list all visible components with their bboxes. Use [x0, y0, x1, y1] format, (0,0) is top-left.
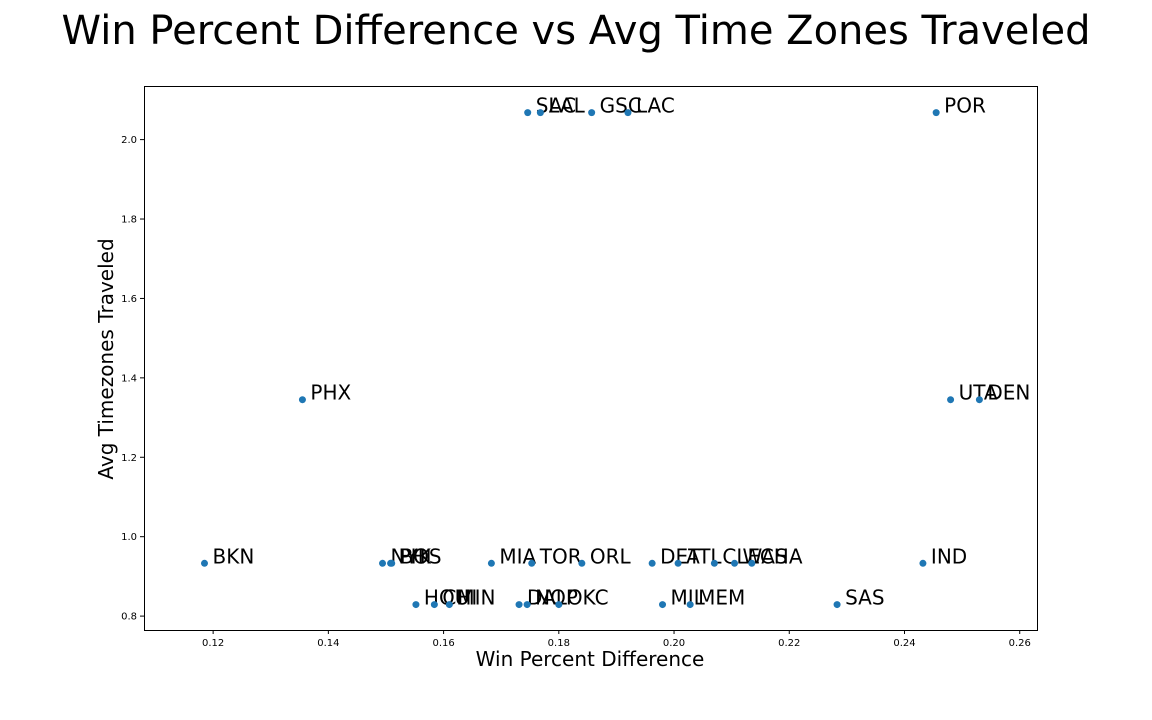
y-tick-label: 1.6: [121, 294, 137, 305]
point-label: POR: [944, 94, 986, 118]
point-label: DEN: [987, 381, 1030, 405]
data-point: [731, 559, 739, 567]
plot-area-frame: [144, 86, 1038, 631]
point-label: CHA: [760, 544, 803, 568]
point-label: LAL: [548, 94, 585, 118]
data-point: [919, 559, 927, 567]
point-label: MIN: [457, 586, 495, 610]
x-tick-label: 0.14: [317, 638, 339, 649]
data-point: [298, 396, 306, 404]
data-point: [932, 109, 940, 117]
data-points: BKNPHXNYKPHIBOSHOUCHIMINMIADALNOPSACTORL…: [200, 94, 1030, 610]
point-label: PHX: [310, 381, 351, 405]
data-point: [412, 601, 420, 609]
point-label: BKN: [212, 544, 254, 568]
data-point: [833, 601, 841, 609]
y-tick-label: 1.2: [121, 453, 137, 464]
point-label: MEM: [698, 586, 745, 610]
point-label: LAC: [636, 94, 675, 118]
y-tick-label: 1.8: [121, 215, 137, 226]
point-label: PHI: [399, 544, 432, 568]
data-point: [528, 559, 536, 567]
data-point: [523, 601, 531, 609]
point-label: GSC: [600, 94, 642, 118]
point-label: TOR: [539, 544, 582, 568]
point-label: NYK: [391, 544, 432, 568]
data-point: [555, 601, 563, 609]
data-point: [388, 559, 396, 567]
data-point: [674, 559, 682, 567]
data-point: [524, 109, 532, 117]
data-point: [200, 559, 208, 567]
y-tick-label: 1.4: [121, 373, 137, 384]
point-label: OKC: [567, 586, 609, 610]
point-label: SAS: [845, 586, 884, 610]
data-point: [975, 396, 983, 404]
x-axis-title: Win Percent Difference: [476, 647, 705, 671]
data-point: [379, 559, 387, 567]
data-point: [947, 396, 955, 404]
data-point: [515, 601, 523, 609]
y-axis-title: Avg Timezones Traveled: [94, 238, 118, 479]
data-point: [748, 559, 756, 567]
x-tick-label: 0.20: [663, 638, 685, 649]
data-point: [624, 109, 632, 117]
x-tick-label: 0.16: [432, 638, 454, 649]
data-point: [686, 601, 694, 609]
data-point: [659, 601, 667, 609]
x-tick-label: 0.12: [202, 638, 224, 649]
data-point: [588, 109, 596, 117]
point-label: ORL: [590, 544, 632, 568]
y-tick-label: 2.0: [121, 135, 137, 146]
x-axis-ticks: 0.12 0.14 0.16 0.18 0.20 0.22 0.24 0.26: [202, 630, 1031, 649]
x-tick-label: 0.26: [1009, 638, 1031, 649]
data-point: [430, 601, 438, 609]
x-tick-label: 0.22: [778, 638, 800, 649]
data-point: [710, 559, 718, 567]
data-point: [536, 109, 544, 117]
data-point: [648, 559, 656, 567]
chart-title: Win Percent Difference vs Avg Time Zones…: [61, 8, 1091, 54]
x-tick-label: 0.18: [548, 638, 570, 649]
point-label: BOS: [400, 544, 442, 568]
data-point: [578, 559, 586, 567]
data-point: [487, 559, 495, 567]
y-axis-ticks: 0.8 1.0 1.2 1.4 1.6 1.8 2.0: [121, 135, 144, 623]
y-tick-label: 0.8: [121, 612, 137, 623]
x-tick-label: 0.24: [893, 638, 915, 649]
data-point: [445, 601, 453, 609]
y-tick-label: 1.0: [121, 532, 137, 543]
point-label: IND: [931, 544, 967, 568]
